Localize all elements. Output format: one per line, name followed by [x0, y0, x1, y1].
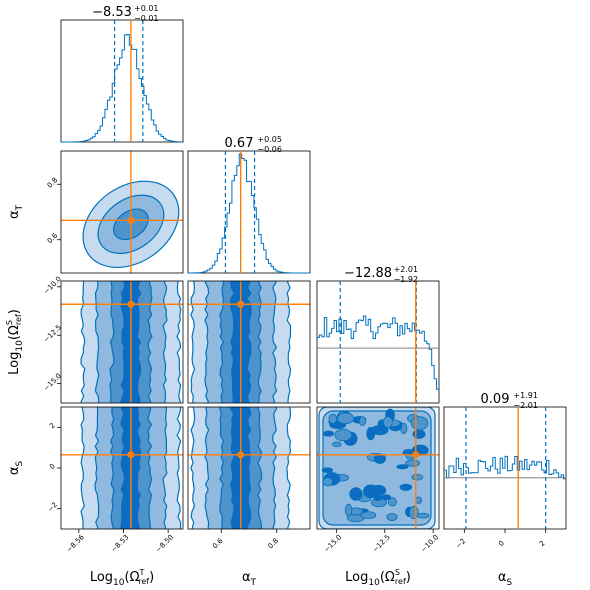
hist-frame-0 — [60, 19, 184, 143]
ylabel-2: Log10(ΩSref) — [5, 309, 25, 375]
hist-frame-2 — [316, 280, 440, 404]
summary-minus-2: −1.92 — [394, 275, 419, 284]
contour-blob-3-2-35 — [412, 429, 426, 439]
summary-plus-3: +1.91 — [513, 391, 538, 400]
contours-1-0 — [61, 151, 183, 273]
ytick-label-3-1: 0 — [48, 462, 57, 471]
contour-blob-3-2-41 — [387, 497, 397, 507]
contour-blob-3-2-44 — [408, 505, 419, 520]
panel-frame-2-0 — [60, 280, 184, 404]
contour-blob-3-2-24 — [410, 416, 429, 431]
contour-blob-3-2-26 — [331, 441, 342, 448]
hist-steps-0 — [61, 34, 183, 143]
xtick-label-1-0: 0.6 — [211, 536, 225, 550]
hist-frame-1 — [187, 150, 311, 274]
contour-panel-3-2 — [316, 406, 440, 530]
xtick-label-2-2: −10.0 — [419, 533, 440, 554]
panel-frame-3-2 — [316, 406, 440, 530]
summary-minus-0: −0.01 — [134, 14, 159, 23]
contour-blob-3-2-54 — [322, 430, 334, 437]
truth-marker-3-1 — [237, 451, 245, 459]
ytick-label-1-0: 0.6 — [46, 231, 60, 245]
contour-blob-3-2-21 — [386, 513, 398, 521]
contour-blob-3-2-40 — [382, 416, 393, 429]
xtick-label-2-0: −15.0 — [323, 533, 344, 554]
contour-blob-3-2-45 — [334, 428, 353, 442]
truth-marker-2-1 — [237, 300, 245, 308]
contour-blob-3-2-33 — [360, 511, 377, 520]
ylabel-3: αS — [7, 461, 25, 476]
xtick-label-0-1: −8.53 — [110, 533, 131, 554]
truth-marker-3-2 — [412, 451, 420, 459]
contour-panel-3-0 — [60, 406, 184, 530]
contour-blob-3-2-10 — [321, 467, 333, 473]
summary-title-1: 0.67 — [225, 136, 254, 151]
xtick-label-3-2: 2 — [538, 539, 547, 548]
contour-panel-3-1 — [187, 406, 311, 530]
ytick-label-1-1: 0.8 — [46, 176, 60, 190]
contour-blob-3-2-27 — [370, 425, 389, 436]
contour-blob-3-2-47 — [328, 413, 338, 424]
summary-minus-1: −0.06 — [257, 145, 282, 154]
hist-panel-1 — [187, 150, 311, 274]
truth-marker-2-0 — [127, 300, 135, 308]
summary-title-3: 0.09 — [481, 392, 510, 407]
xlabel-0: Log10(ΩT ref) — [90, 568, 154, 588]
hist-steps-2 — [317, 315, 439, 390]
summary-plus-2: +2.01 — [394, 265, 419, 274]
xtick-label-0-2: −8.50 — [154, 533, 175, 554]
summary-plus-0: +0.01 — [134, 4, 159, 13]
contours-3-1 — [188, 407, 310, 529]
contour-panel-2-1 — [187, 280, 311, 404]
contour-panel-1-0 — [60, 150, 184, 274]
contour-blob-3-2-6 — [411, 473, 424, 481]
hist-panel-0 — [60, 19, 184, 143]
contour-blob-3-2-16 — [349, 487, 363, 501]
xtick-label-1-1: 0.8 — [267, 537, 281, 551]
truth-marker-3-0 — [127, 451, 135, 459]
summary-minus-3: −2.01 — [513, 401, 538, 410]
hist-panel-2 — [316, 280, 440, 404]
hist-steps-1 — [188, 153, 310, 274]
summary-plus-1: +0.05 — [257, 135, 282, 144]
contour-blob-3-2-43 — [396, 464, 409, 470]
xlabel-1: αT — [242, 570, 257, 588]
xtick-label-3-0: −2 — [454, 537, 467, 550]
truth-marker-1-0 — [127, 216, 135, 224]
contours-3-2 — [317, 407, 439, 529]
ytick-label-2-0: −15.0 — [42, 372, 63, 393]
contour-blob-3-2-53 — [373, 453, 386, 464]
panel-frame-3-1 — [187, 406, 311, 530]
xtick-label-0-0: −8.56 — [65, 533, 86, 554]
ylabel-1: αT — [7, 204, 25, 219]
contour-blob-3-2-51 — [358, 416, 367, 426]
contours-2-0 — [61, 281, 183, 403]
summary-title-2: −12.88 — [344, 266, 392, 281]
contour-panel-2-0 — [60, 280, 184, 404]
contour-blob-3-2-49 — [344, 503, 353, 517]
xlabel-2: Log10(ΩS ref) — [345, 568, 411, 588]
contours-3-0 — [61, 407, 183, 529]
summary-title-0: −8.53 — [92, 5, 132, 20]
ytick-label-3-0: −2 — [46, 501, 59, 514]
contour-blob-3-2-39 — [322, 477, 333, 487]
contour-blob-3-2-42 — [370, 484, 387, 496]
xlabel-3: αS — [498, 570, 513, 588]
contour-blob-3-2-13 — [399, 483, 413, 491]
panel-frame-2-1 — [187, 280, 311, 404]
hist-panel-3 — [443, 406, 567, 530]
contour-blob-3-2-52 — [337, 412, 355, 425]
ytick-label-2-2: −10.0 — [42, 275, 63, 296]
contour-blob-3-2-32 — [415, 496, 423, 504]
xtick-label-2-1: −12.5 — [371, 533, 392, 554]
contours-2-1 — [188, 281, 310, 403]
ytick-label-3-2: 2 — [48, 422, 57, 431]
panel-frame-1-0 — [60, 150, 184, 274]
ytick-label-2-1: −12.5 — [42, 323, 63, 344]
xtick-label-3-1: 0 — [497, 539, 506, 548]
